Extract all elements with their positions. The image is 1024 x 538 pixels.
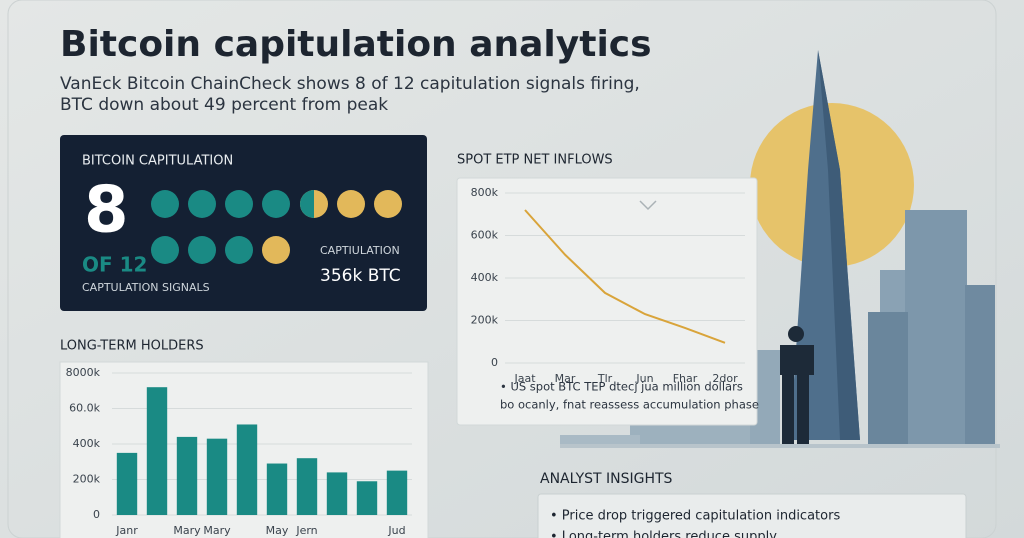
bar	[176, 436, 198, 515]
chart-title: LONG-TERM HOLDERS	[60, 339, 204, 354]
chevron	[639, 200, 657, 211]
insight-item: • Long-term holders reduce supply	[550, 530, 777, 538]
x-tick-label: May	[266, 524, 289, 537]
x-tick-label: Jaat	[513, 372, 536, 385]
y-tick-label: 200k	[73, 473, 101, 486]
bar	[146, 387, 168, 515]
x-tick-label: Jud	[387, 524, 405, 537]
x-tick-label: Jern	[295, 524, 317, 537]
y-tick-label: 0	[491, 356, 498, 369]
insights-box	[537, 493, 967, 538]
capitulation-card	[60, 135, 427, 311]
skyline	[560, 50, 1000, 448]
chart-title: SPOT ETP NET INFLOWS	[457, 153, 613, 168]
bar	[296, 458, 318, 515]
annotation: bo ocanly, fnat reassess accumulation ph…	[500, 398, 759, 412]
x-tick-label: Janr	[115, 524, 138, 537]
subtitle: VanEck Bitcoin ChainCheck shows 8 of 12 …	[60, 74, 640, 94]
side-label: CAPTIULATION	[320, 244, 400, 257]
y-tick-label: 600k	[471, 229, 499, 242]
bar	[266, 463, 288, 515]
line	[524, 209, 726, 344]
side-value: 356k BTC	[320, 266, 401, 286]
bar	[206, 438, 228, 515]
bar	[116, 452, 138, 515]
signal-dots	[151, 190, 402, 264]
card-title: BITCOIN CAPITULATION	[82, 154, 233, 169]
insights-title: ANALYST INSIGHTS	[540, 471, 673, 487]
x-tick-label: Jun	[635, 372, 653, 385]
bar	[356, 481, 378, 515]
insight-item: • Price drop triggered capitulation indi…	[550, 509, 840, 524]
card-caption: CAPTULATION SIGNALS	[82, 281, 210, 294]
x-tick-label: Fhar	[673, 372, 698, 385]
y-tick-label: 0	[93, 508, 100, 521]
x-tick-label: 2dor	[712, 372, 738, 385]
y-tick-label: 800k	[471, 186, 499, 199]
y-tick-label: 60.0k	[69, 402, 100, 415]
signal-total: OF 12	[82, 253, 147, 277]
x-tick-label: Mary	[173, 524, 201, 537]
bar	[386, 470, 408, 515]
bar	[326, 472, 348, 515]
page-title: Bitcoin capitulation analytics	[60, 24, 652, 65]
x-tick-label: Mar	[555, 372, 576, 385]
y-tick-label: 200k	[471, 314, 499, 327]
signal-count: 8	[84, 174, 129, 248]
y-tick-label: 400k	[73, 437, 101, 450]
x-tick-label: Mary	[203, 524, 231, 537]
frame	[7, 0, 997, 538]
bar	[236, 424, 258, 515]
subtitle: BTC down about 49 percent from peak	[60, 95, 388, 115]
y-tick-label: 400k	[471, 271, 499, 284]
annotation: • US spot BTC TEP dtecj jua million doll…	[500, 380, 743, 394]
x-tick-label: Tlr	[597, 372, 613, 385]
y-tick-label: 8000k	[66, 366, 101, 379]
